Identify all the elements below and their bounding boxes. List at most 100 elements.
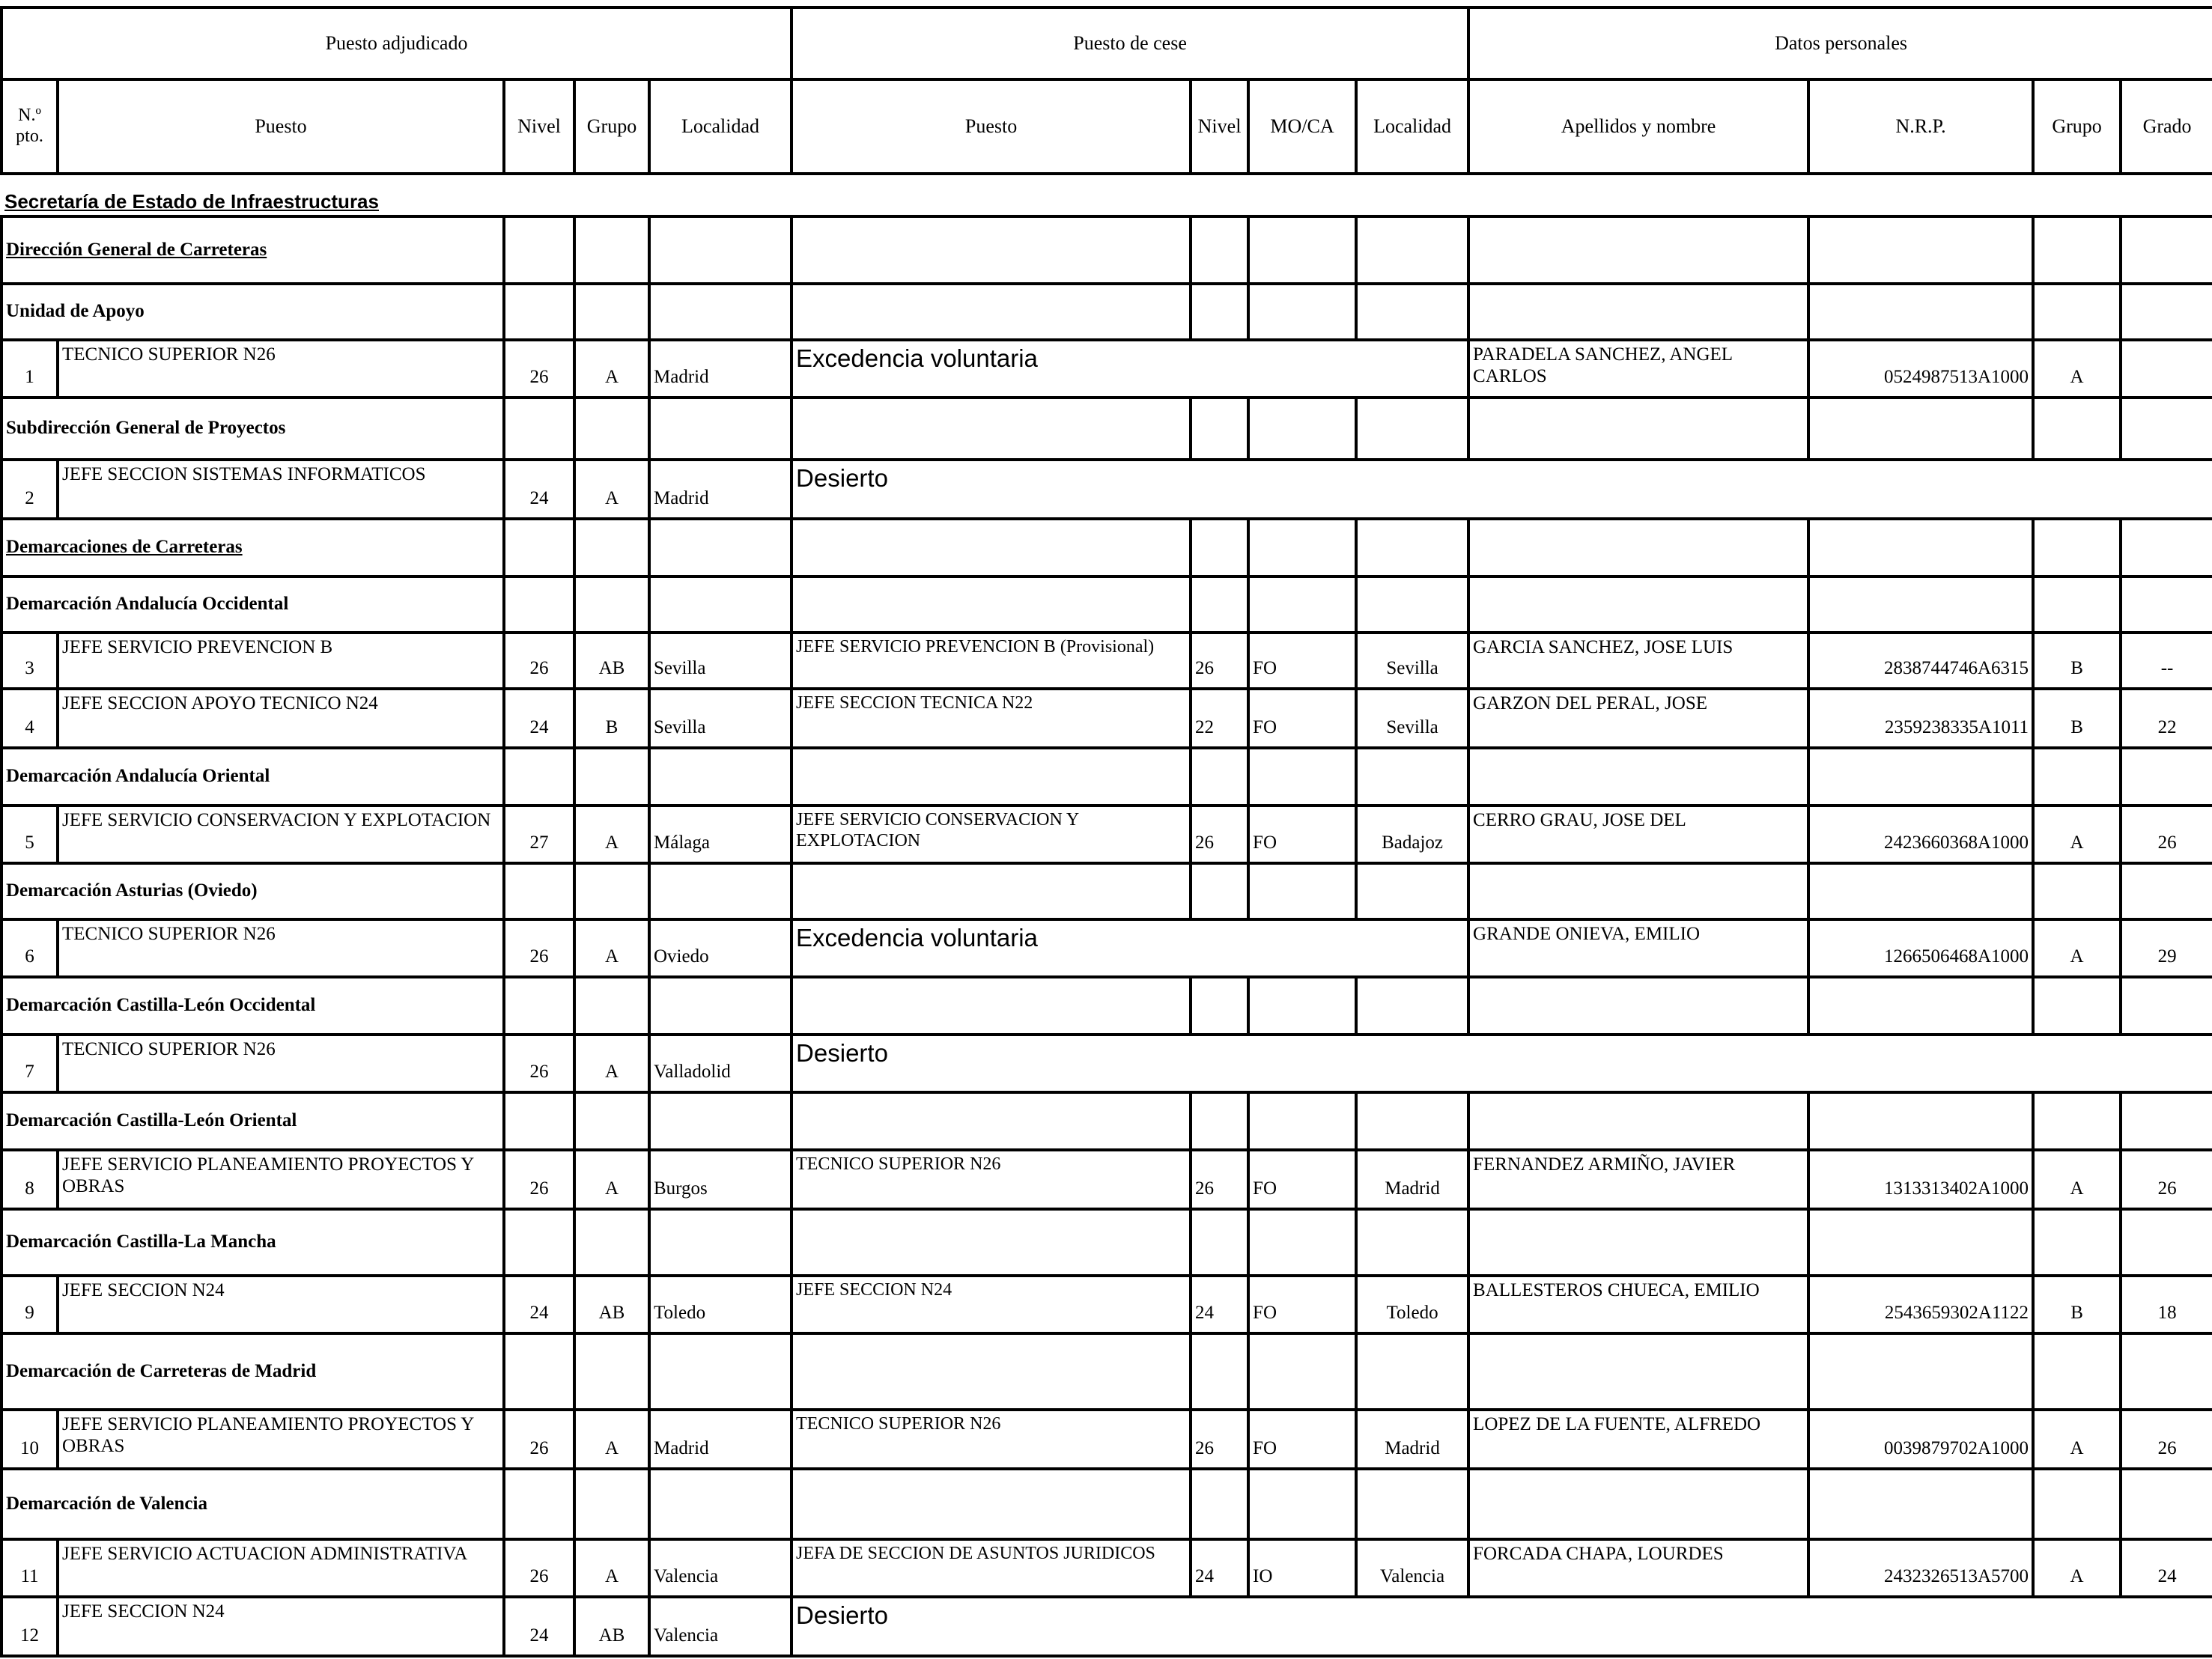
empty-cell	[2119, 975, 2212, 1036]
empty-cell	[647, 517, 794, 578]
cese-puesto: TECNICO SUPERIOR N26	[790, 1408, 1193, 1470]
group-datos-personales: Datos personales	[1467, 6, 2212, 81]
row-number: 11	[0, 1538, 59, 1598]
cese-nivel: 22	[1189, 687, 1251, 749]
moca: FO	[1247, 687, 1358, 749]
empty-cell	[647, 1208, 794, 1277]
apellidos-nombre: BALLESTEROS CHUECA, EMILIO	[1467, 1274, 1811, 1335]
cese-puesto: JEFE SECCION N24	[790, 1274, 1193, 1335]
section-title: Demarcación Andalucía Oriental	[0, 746, 505, 807]
empty-cell	[1189, 975, 1251, 1036]
nrp: 0039879702A1000	[1807, 1408, 2035, 1470]
empty-cell	[2119, 517, 2212, 578]
section-row: Demarcaciones de Carreteras	[0, 517, 2212, 578]
moca: IO	[1247, 1538, 1358, 1598]
empty-cell	[2032, 517, 2123, 578]
table-row: 7 TECNICO SUPERIOR N26 26 A Valladolid Desier…	[0, 1033, 2212, 1094]
section-title: Demarcación Castilla-León Oriental	[0, 1091, 505, 1151]
empty-cell	[1247, 746, 1358, 807]
empty-cell	[2119, 396, 2212, 461]
empty-cell	[2032, 282, 2123, 341]
empty-cell	[1247, 575, 1358, 634]
empty-cell	[1189, 1091, 1251, 1151]
nivel: 26	[502, 918, 576, 978]
empty-cell	[1467, 975, 1811, 1036]
cese-puesto: TECNICO SUPERIOR N26	[790, 1148, 1193, 1211]
empty-cell	[502, 396, 576, 461]
table-row: 3 JEFE SERVICIO PREVENCION B 26 AB Sevilla JE…	[0, 631, 2212, 690]
empty-cell	[1355, 746, 1471, 807]
section-row: Demarcación Asturias (Oviedo)	[0, 862, 2212, 921]
empty-cell	[2119, 746, 2212, 807]
cese-nivel: 26	[1189, 1408, 1251, 1470]
group-header-row: Puesto adjudicado Puesto de cese Datos p…	[0, 6, 2212, 81]
nivel: 26	[502, 1538, 576, 1598]
grupo: AB	[573, 1274, 651, 1335]
empty-cell	[1247, 1332, 1358, 1411]
empty-cell	[1807, 575, 2035, 634]
nivel: 24	[502, 687, 576, 749]
empty-cell	[1355, 1208, 1471, 1277]
nivel: 26	[502, 1033, 576, 1094]
cese-localidad: Toledo	[1355, 1274, 1471, 1335]
nivel: 27	[502, 804, 576, 865]
section-title: Demarcación Castilla-La Mancha	[0, 1208, 505, 1277]
row-number: 3	[0, 631, 59, 690]
localidad: Valencia	[647, 1538, 794, 1598]
status-desierto: Desierto	[790, 458, 2212, 520]
empty-cell	[502, 517, 576, 578]
section-title: Demarcación Andalucía Occidental	[0, 575, 505, 634]
empty-cell	[790, 1467, 1193, 1541]
apellidos-nombre: GARCIA SANCHEZ, JOSE LUIS	[1467, 631, 1811, 690]
localidad: Sevilla	[647, 687, 794, 749]
grupo-personal: A	[2032, 918, 2123, 978]
empty-cell	[1807, 975, 2035, 1036]
localidad: Oviedo	[647, 918, 794, 978]
grado: 29	[2119, 918, 2212, 978]
table-row: 9 JEFE SECCION N24 24 AB Toledo JEFE SECCION …	[0, 1274, 2212, 1335]
grupo: A	[573, 458, 651, 520]
empty-cell	[502, 1208, 576, 1277]
table-row: 2 JEFE SECCION SISTEMAS INFORMATICOS 24 A Ma…	[0, 458, 2212, 520]
empty-cell	[2032, 1332, 2123, 1411]
empty-cell	[1807, 1467, 2035, 1541]
empty-cell	[1807, 1332, 2035, 1411]
empty-cell	[1355, 1091, 1471, 1151]
nrp: 0524987513A1000	[1807, 338, 2035, 399]
empty-cell	[1189, 1332, 1251, 1411]
cese-localidad: Sevilla	[1355, 687, 1471, 749]
empty-cell	[1189, 1467, 1251, 1541]
empty-cell	[2032, 1467, 2123, 1541]
empty-cell	[573, 1332, 651, 1411]
empty-cell	[647, 282, 794, 341]
column-header-localidad: Localidad	[647, 78, 794, 175]
localidad: Madrid	[647, 1408, 794, 1470]
empty-cell	[1247, 1091, 1358, 1151]
empty-cell	[502, 1467, 576, 1541]
column-header-cese-nivel: Nivel	[1189, 78, 1251, 175]
empty-cell	[647, 396, 794, 461]
empty-cell	[2032, 1208, 2123, 1277]
empty-cell	[1189, 1208, 1251, 1277]
empty-cell	[1247, 975, 1358, 1036]
empty-cell	[502, 575, 576, 634]
empty-cell	[2119, 215, 2212, 285]
section-row: Demarcación Castilla-León Oriental	[0, 1091, 2212, 1151]
table-row: 8 JEFE SERVICIO PLANEAMIENTO PROYECTOS Y …	[0, 1148, 2212, 1211]
grupo-personal: B	[2032, 687, 2123, 749]
localidad: Madrid	[647, 338, 794, 399]
empty-cell	[1355, 862, 1471, 921]
section-row: Demarcación Castilla-La Mancha	[0, 1208, 2212, 1277]
empty-cell	[1355, 517, 1471, 578]
column-header-nivel: Nivel	[502, 78, 576, 175]
section-title: Demarcación Asturias (Oviedo)	[0, 862, 505, 921]
column-header-grupo-personal: Grupo	[2032, 78, 2123, 175]
table-row: 5 JEFE SERVICIO CONSERVACION Y EXPLOTACIO…	[0, 804, 2212, 865]
row-number: 12	[0, 1595, 59, 1658]
empty-cell	[790, 1208, 1193, 1277]
empty-cell	[1189, 396, 1251, 461]
section-title: Demarcaciones de Carreteras	[0, 517, 505, 578]
section-row: Subdirección General de Proyectos	[0, 396, 2212, 461]
cese-puesto: JEFA DE SECCION DE ASUNTOS JURIDICOS	[790, 1538, 1193, 1598]
empty-cell	[573, 1467, 651, 1541]
